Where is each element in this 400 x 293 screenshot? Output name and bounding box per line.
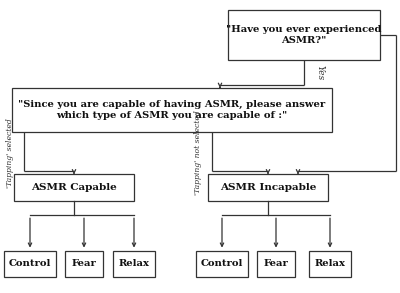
Bar (14, 174, 134, 201)
Bar (12, 88, 332, 132)
Bar (309, 251, 351, 277)
Bar (257, 251, 295, 277)
Text: ASMR Incapable: ASMR Incapable (220, 183, 316, 192)
Text: Relax: Relax (118, 259, 150, 268)
Text: Control: Control (9, 259, 51, 268)
Bar (4, 251, 56, 277)
Text: Fear: Fear (264, 259, 288, 268)
Bar (113, 251, 155, 277)
Bar (228, 10, 380, 60)
Text: 'Tapping' not selected: 'Tapping' not selected (194, 111, 202, 195)
Text: "Since you are capable of having ASMR, please answer
which type of ASMR you are : "Since you are capable of having ASMR, p… (18, 100, 326, 120)
Text: ASMR Capable: ASMR Capable (31, 183, 117, 192)
Text: Fear: Fear (72, 259, 96, 268)
Bar (196, 251, 248, 277)
Bar (65, 251, 103, 277)
Text: Control: Control (201, 259, 243, 268)
Text: "Have you ever experienced
ASMR?": "Have you ever experienced ASMR?" (226, 25, 382, 45)
Text: Relax: Relax (314, 259, 346, 268)
Bar (208, 174, 328, 201)
Text: Yes: Yes (316, 65, 324, 80)
Text: 'Tapping' selected: 'Tapping' selected (6, 118, 14, 188)
